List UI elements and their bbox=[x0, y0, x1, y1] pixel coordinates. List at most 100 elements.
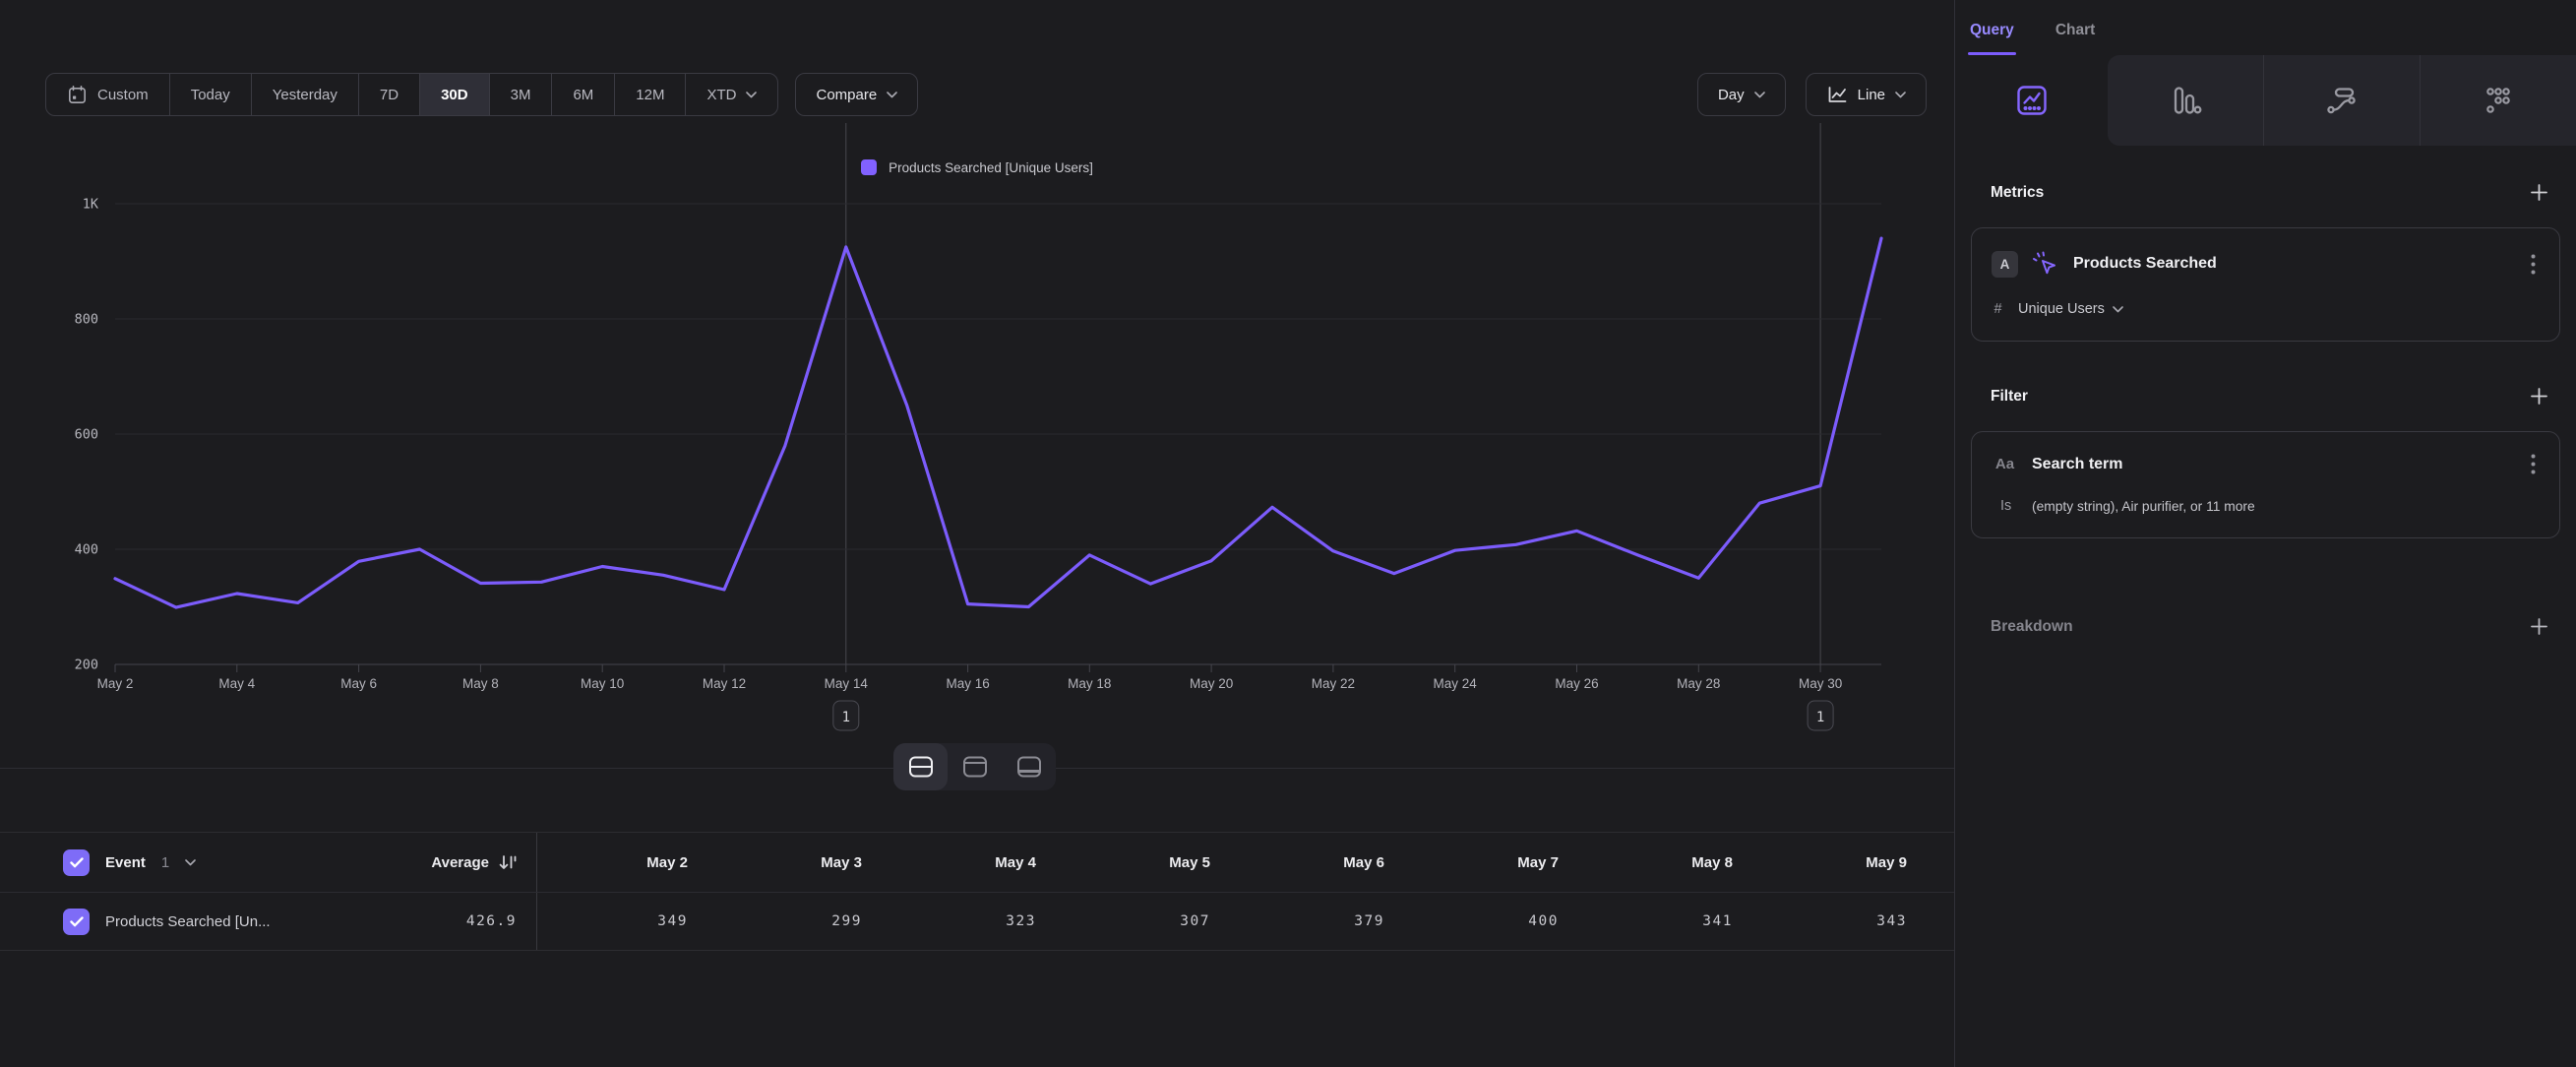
flows-icon bbox=[2324, 83, 2360, 118]
average-header-cell[interactable]: Average bbox=[374, 833, 537, 892]
event-count: 1 bbox=[161, 854, 169, 871]
event-header-cell: Event 1 bbox=[0, 833, 374, 892]
tab-chart[interactable]: Chart bbox=[2055, 22, 2095, 55]
filter-card[interactable]: Aa Search term Is (empty string), Air pu… bbox=[1971, 431, 2560, 538]
sort-descending-icon bbox=[498, 854, 517, 871]
svg-text:May 8: May 8 bbox=[462, 676, 499, 691]
viz-tab-retention[interactable] bbox=[2420, 55, 2576, 146]
svg-text:May 2: May 2 bbox=[97, 676, 134, 691]
filter-value[interactable]: (empty string), Air purifier, or 11 more bbox=[2032, 499, 2255, 514]
column-header-may-9[interactable]: May 9 bbox=[1756, 833, 1931, 892]
date-value-cells: 349299323307379400341343 bbox=[537, 893, 1954, 950]
svg-text:1: 1 bbox=[1816, 710, 1824, 725]
svg-text:May 6: May 6 bbox=[340, 676, 377, 691]
svg-text:May 12: May 12 bbox=[703, 676, 746, 691]
breakdown-section-head: Breakdown bbox=[1991, 617, 2548, 636]
filter-menu-icon[interactable] bbox=[2531, 454, 2536, 474]
add-breakdown-button[interactable] bbox=[2530, 617, 2548, 636]
metric-menu-icon[interactable] bbox=[2531, 254, 2536, 275]
column-header-may-6[interactable]: May 6 bbox=[1234, 833, 1408, 892]
active-tab-underline bbox=[1968, 52, 2016, 55]
column-header-may-4[interactable]: May 4 bbox=[886, 833, 1060, 892]
chart-only-icon bbox=[961, 755, 989, 779]
svg-text:May 22: May 22 bbox=[1312, 676, 1355, 691]
check-icon bbox=[70, 916, 84, 927]
value-cell-may-7: 400 bbox=[1408, 893, 1582, 950]
aggregation-selector[interactable]: Unique Users bbox=[2018, 301, 2123, 317]
column-header-may-5[interactable]: May 5 bbox=[1060, 833, 1234, 892]
filter-heading: Filter bbox=[1991, 388, 2028, 406]
layout-chart-only-button[interactable] bbox=[948, 743, 1002, 790]
event-header-label: Event bbox=[105, 854, 146, 871]
add-metric-button[interactable] bbox=[2530, 183, 2548, 202]
layout-toggle-group bbox=[893, 743, 1056, 790]
layout-split-view-button[interactable] bbox=[893, 743, 948, 790]
column-header-may-7[interactable]: May 7 bbox=[1408, 833, 1582, 892]
svg-text:May 4: May 4 bbox=[218, 676, 255, 691]
aggregation-label: Unique Users bbox=[2018, 301, 2105, 317]
column-header-may-2[interactable]: May 2 bbox=[537, 833, 711, 892]
metric-card[interactable]: A Products Searched # Unique Users bbox=[1971, 227, 2560, 342]
app-root: CustomTodayYesterday7D30D3M6M12MXTD Comp… bbox=[0, 0, 2576, 1067]
plus-icon bbox=[2530, 183, 2548, 202]
metric-event-name: Products Searched bbox=[2073, 255, 2517, 273]
row-checkbox[interactable] bbox=[63, 909, 90, 935]
date-header-cells: May 2May 3May 4May 5May 6May 7May 8May 9 bbox=[537, 833, 1954, 892]
add-filter-button[interactable] bbox=[2530, 387, 2548, 406]
value-cell-may-2: 349 bbox=[537, 893, 711, 950]
results-table: Event 1 Average May 2May 3May 4May 5May … bbox=[0, 832, 1954, 951]
column-header-may-3[interactable]: May 3 bbox=[711, 833, 886, 892]
svg-text:1: 1 bbox=[842, 710, 850, 725]
svg-text:400: 400 bbox=[75, 542, 98, 558]
main-area: CustomTodayYesterday7D30D3M6M12MXTD Comp… bbox=[0, 0, 1954, 1067]
metric-card-row: A Products Searched bbox=[1992, 250, 2536, 278]
viz-tab-insights[interactable] bbox=[1955, 55, 2108, 146]
svg-text:May 28: May 28 bbox=[1677, 676, 1720, 691]
value-cell-may-6: 379 bbox=[1234, 893, 1408, 950]
svg-text:200: 200 bbox=[75, 658, 98, 673]
viz-tabs-group bbox=[2108, 55, 2576, 146]
tab-chart-label: Chart bbox=[2055, 22, 2095, 38]
plus-icon bbox=[2530, 617, 2548, 636]
value-cell-may-8: 341 bbox=[1582, 893, 1756, 950]
series-line[interactable] bbox=[115, 238, 1881, 607]
svg-text:May 26: May 26 bbox=[1555, 676, 1598, 691]
tab-query[interactable]: Query bbox=[1970, 22, 2014, 55]
metric-aggregation-row: # Unique Users bbox=[1992, 301, 2536, 317]
table-only-icon bbox=[1015, 755, 1043, 779]
column-header-may-8[interactable]: May 8 bbox=[1582, 833, 1756, 892]
panel-tabs: Query Chart bbox=[1955, 0, 2576, 55]
value-cell-may-3: 299 bbox=[711, 893, 886, 950]
value-cell-may-4: 323 bbox=[886, 893, 1060, 950]
retention-icon bbox=[2481, 83, 2516, 118]
table-data-row: Products Searched [Un... 426.9 349299323… bbox=[0, 893, 1954, 951]
select-all-checkbox[interactable] bbox=[63, 849, 90, 876]
metrics-heading: Metrics bbox=[1991, 184, 2044, 202]
average-header-label: Average bbox=[431, 854, 489, 871]
breakdown-heading: Breakdown bbox=[1991, 618, 2073, 636]
line-chart: 111K800600400200May 2May 4May 6May 8May … bbox=[0, 0, 1954, 738]
insights-icon bbox=[2014, 83, 2050, 118]
viz-tab-funnels[interactable] bbox=[2108, 55, 2263, 146]
value-cell-may-9: 343 bbox=[1756, 893, 1931, 950]
svg-text:May 18: May 18 bbox=[1068, 676, 1111, 691]
layout-table-only-button[interactable] bbox=[1002, 743, 1056, 790]
query-panel: Query Chart bbox=[1954, 0, 2576, 1067]
value-cell-may-5: 307 bbox=[1060, 893, 1234, 950]
event-icon bbox=[2032, 250, 2059, 278]
svg-text:May 10: May 10 bbox=[581, 676, 624, 691]
svg-text:May 24: May 24 bbox=[1434, 676, 1478, 691]
metric-letter-badge: A bbox=[1992, 251, 2018, 278]
funnels-icon bbox=[2168, 83, 2203, 118]
series-name-cell: Products Searched [Un... bbox=[0, 893, 374, 950]
plus-icon bbox=[2530, 387, 2548, 406]
text-property-icon: Aa bbox=[1992, 456, 2018, 472]
viz-tab-flows[interactable] bbox=[2263, 55, 2420, 146]
svg-text:May 14: May 14 bbox=[825, 676, 869, 691]
number-symbol: # bbox=[1992, 301, 2004, 317]
filter-operator[interactable]: Is bbox=[1992, 498, 2018, 514]
metrics-section-head: Metrics bbox=[1991, 183, 2548, 202]
chevron-down-icon[interactable] bbox=[185, 859, 196, 866]
svg-text:May 20: May 20 bbox=[1190, 676, 1233, 691]
annotation-markers[interactable]: 11 bbox=[833, 123, 1833, 730]
